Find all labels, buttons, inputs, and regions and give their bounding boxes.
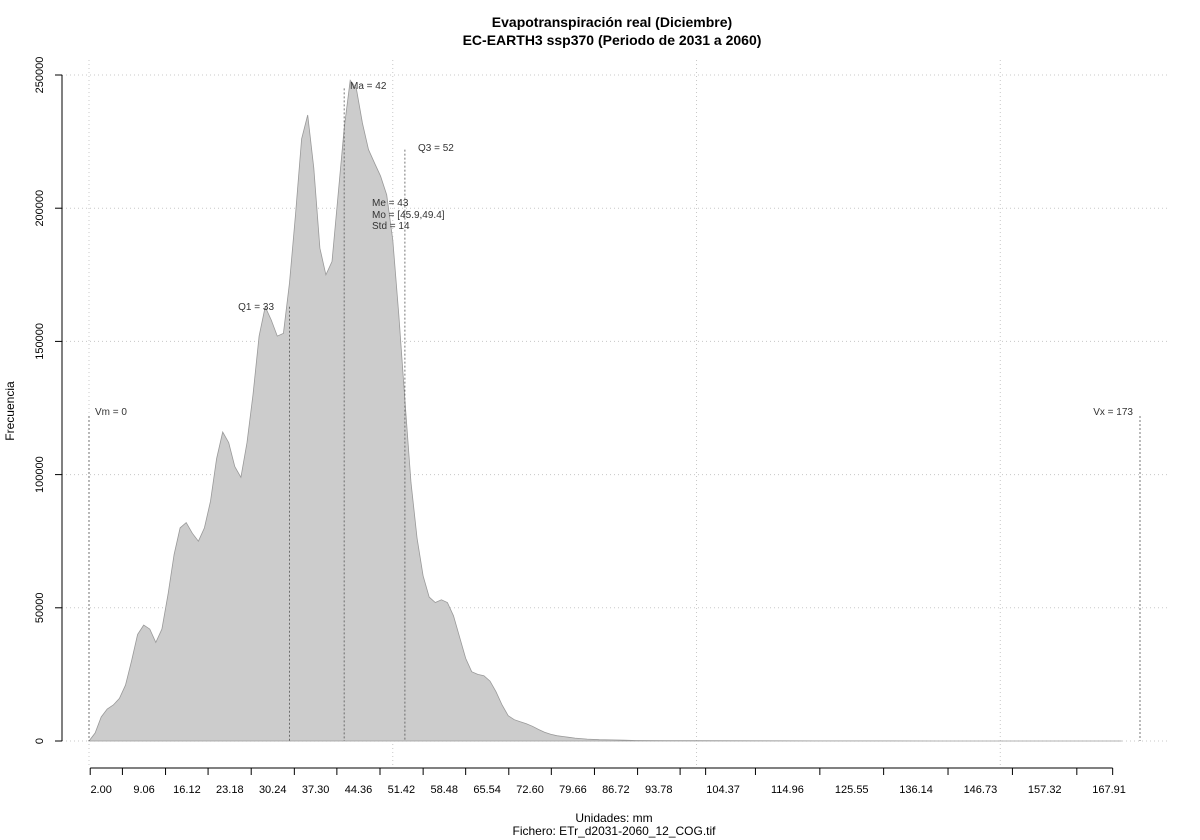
annotation-std: Std = 14 — [372, 221, 410, 232]
x-tick-label: 9.06 — [133, 784, 154, 796]
chart-subtitle: EC-EARTH3 ssp370 (Periodo de 2031 a 2060… — [463, 32, 762, 48]
y-tick-label: 50000 — [34, 593, 46, 624]
y-axis-title: Frecuencia — [3, 381, 17, 441]
chart-title: Evapotranspiración real (Diciembre) — [492, 14, 732, 30]
y-tick-label: 150000 — [34, 323, 46, 360]
density-area — [88, 79, 1122, 742]
annotation-vm: Vm = 0 — [95, 407, 127, 418]
file-caption: Fichero: ETr_d2031-2060_12_COG.tif — [513, 824, 717, 838]
x-axis-ticks: 2.00 9.06 16.12 23.18 30.24 37.30 44.36 51.42 58… — [89, 768, 1126, 796]
x-tick-label: 93.78 — [645, 784, 673, 796]
annotation-ma: Ma = 42 — [350, 81, 387, 92]
annotation-q3: Q3 = 52 — [418, 143, 454, 154]
x-tick-label: 157.32 — [1028, 784, 1062, 796]
x-tick-label: 44.36 — [345, 784, 373, 796]
x-tick-label: 16.12 — [173, 784, 201, 796]
x-axis-title: Unidades: mm — [575, 811, 652, 825]
annotation-q1: Q1 = 33 — [238, 302, 274, 313]
x-tick-label: 146.73 — [964, 784, 998, 796]
x-tick-label: 65.54 — [473, 784, 501, 796]
x-tick-label: 79.66 — [559, 784, 587, 796]
x-tick-label: 114.96 — [771, 784, 804, 796]
x-tick-label: 30.24 — [259, 784, 287, 796]
x-tick-label: 2.00 — [90, 784, 111, 796]
x-tick-label: 23.18 — [216, 784, 244, 796]
statistic-lines — [88, 88, 1141, 741]
x-tick-label: 72.60 — [516, 784, 544, 796]
y-tick-label: 200000 — [34, 190, 46, 227]
x-tick-label: 136.14 — [899, 784, 933, 796]
x-tick-label: 58.48 — [431, 784, 459, 796]
y-tick-label: 250000 — [34, 57, 46, 94]
annotation-mo: Mo = [45.9,49.4] — [372, 210, 445, 221]
x-tick-label: 125.55 — [835, 784, 869, 796]
x-tick-label: 37.30 — [302, 784, 330, 796]
x-tick-label: 104.37 — [706, 784, 740, 796]
x-tick-label: 51.42 — [388, 784, 416, 796]
y-axis-ticks: 0 50000 100000 150000 200000 250000 — [34, 57, 62, 744]
annotation-me: Me = 43 — [372, 198, 409, 209]
y-tick-label: 100000 — [34, 456, 46, 493]
x-tick-label: 86.72 — [602, 784, 630, 796]
annotation-vx: Vx = 173 — [1093, 407, 1133, 418]
x-tick-label: 167.91 — [1092, 784, 1126, 796]
y-tick-label: 0 — [34, 738, 46, 744]
